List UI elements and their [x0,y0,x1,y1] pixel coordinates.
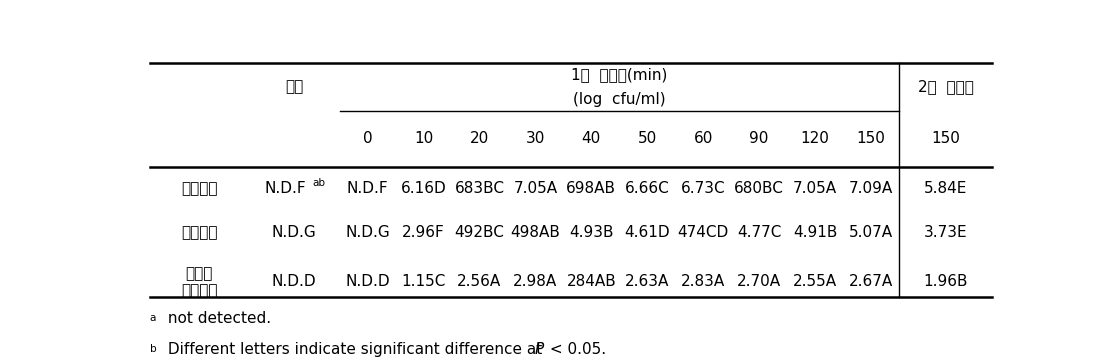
Text: not detected.: not detected. [164,311,272,326]
Text: 분원성: 분원성 [186,266,213,281]
Text: ab: ab [312,178,325,187]
Text: 20: 20 [470,131,489,146]
Text: 7.09A: 7.09A [849,181,893,196]
Text: 4.91B: 4.91B [793,225,838,240]
Text: 680BC: 680BC [734,181,784,196]
Text: N.D.D: N.D.D [272,274,316,289]
Text: 284AB: 284AB [566,274,616,289]
Text: N.D.G: N.D.G [345,225,390,240]
Text: 2차  세척수: 2차 세척수 [918,80,974,95]
Text: 0: 0 [363,131,372,146]
Text: 2.70A: 2.70A [737,274,781,289]
Text: 1차  세척수(min): 1차 세척수(min) [571,67,667,82]
Text: 698AB: 698AB [566,181,616,196]
Text: 498AB: 498AB [510,225,560,240]
Text: 5.07A: 5.07A [849,225,893,240]
Text: 5.84E: 5.84E [924,181,967,196]
Text: 2.83A: 2.83A [681,274,725,289]
Text: 90: 90 [750,131,769,146]
Text: 6.16D: 6.16D [401,181,447,196]
Text: 1.15C: 1.15C [401,274,446,289]
Text: 6.73C: 6.73C [681,181,725,196]
Text: 일반세균: 일반세균 [180,181,217,196]
Text: 50: 50 [637,131,657,146]
Text: 150: 150 [857,131,886,146]
Text: N.D.F: N.D.F [265,181,306,196]
Text: 7.05A: 7.05A [793,181,837,196]
Text: N.D.D: N.D.D [345,274,390,289]
Text: 대장균군: 대장균군 [180,225,217,240]
Text: a: a [149,313,156,323]
Text: 7.05A: 7.05A [514,181,557,196]
Text: 2.56A: 2.56A [457,274,501,289]
Text: 683BC: 683BC [455,181,505,196]
Text: 원수: 원수 [285,80,303,95]
Text: N.D.F: N.D.F [346,181,389,196]
Text: 2.96F: 2.96F [402,225,444,240]
Text: 30: 30 [526,131,545,146]
Text: 40: 40 [582,131,600,146]
Text: Different letters indicate significant difference at: Different letters indicate significant d… [164,342,548,357]
Text: 4.93B: 4.93B [569,225,614,240]
Text: 2.63A: 2.63A [625,274,670,289]
Text: b: b [149,344,156,354]
Text: (log  cfu/ml): (log cfu/ml) [573,92,665,107]
Text: 2.55A: 2.55A [793,274,837,289]
Text: 474CD: 474CD [677,225,729,240]
Text: 60: 60 [694,131,713,146]
Text: 4.77C: 4.77C [737,225,781,240]
Text: 492BC: 492BC [455,225,505,240]
Text: P: P [535,342,544,357]
Text: 10: 10 [413,131,433,146]
Text: 150: 150 [931,131,960,146]
Text: 1.96B: 1.96B [924,274,968,289]
Text: 3.73E: 3.73E [924,225,967,240]
Text: < 0.05.: < 0.05. [545,342,606,357]
Text: 4.61D: 4.61D [625,225,670,240]
Text: 6.66C: 6.66C [625,181,670,196]
Text: N.D.G: N.D.G [272,225,316,240]
Text: 2.67A: 2.67A [849,274,893,289]
Text: 2.98A: 2.98A [514,274,557,289]
Text: 120: 120 [801,131,830,146]
Text: 대장균군: 대장균군 [180,283,217,298]
